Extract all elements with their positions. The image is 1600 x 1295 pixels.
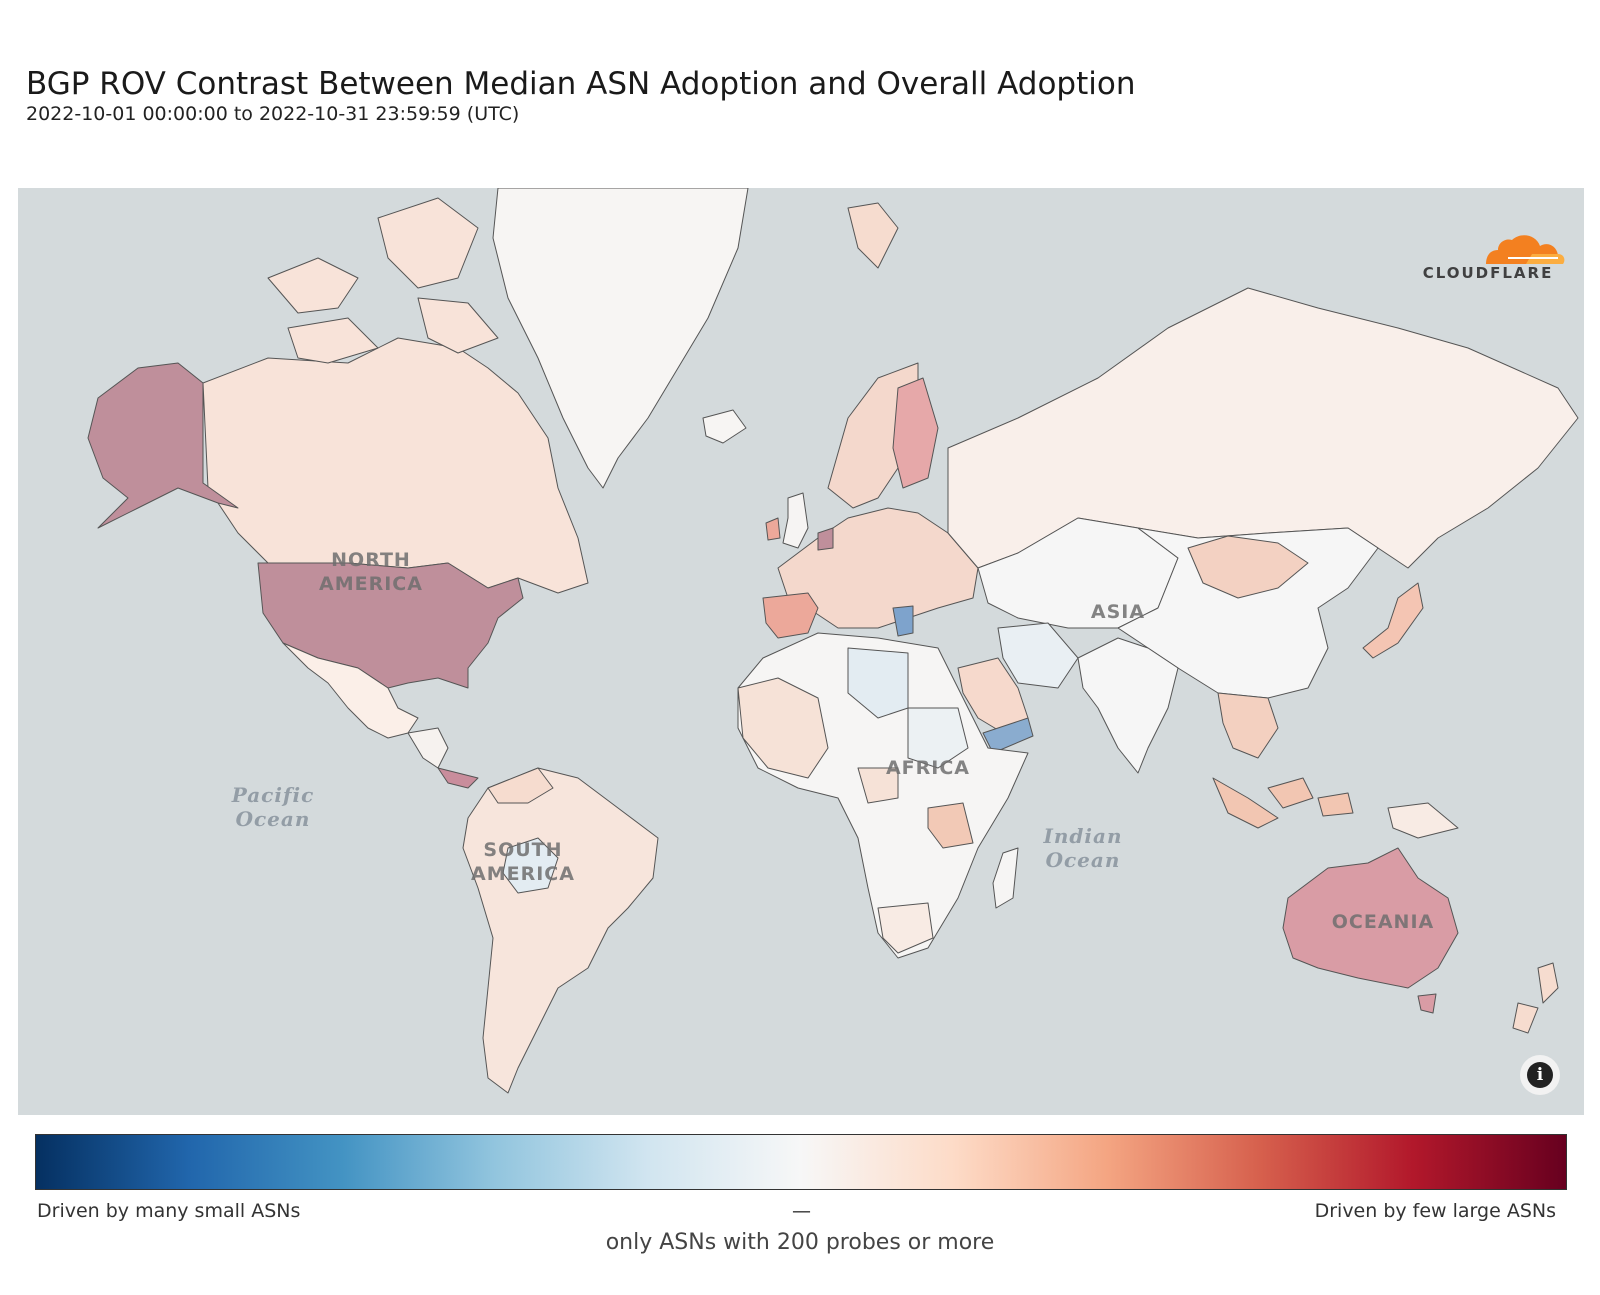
region-label-africa: AFRICA bbox=[885, 757, 971, 779]
region-uk[interactable] bbox=[782, 492, 809, 549]
region-venezuela[interactable] bbox=[487, 767, 554, 804]
legend-mid-label: — bbox=[792, 1200, 811, 1222]
region-bolivia[interactable] bbox=[502, 837, 559, 894]
region-west-africa[interactable] bbox=[737, 677, 899, 804]
region-netherlands[interactable] bbox=[817, 527, 834, 551]
region-southeast-asia[interactable] bbox=[1217, 692, 1279, 759]
region-india[interactable] bbox=[1077, 637, 1179, 774]
color-scale-bar bbox=[35, 1134, 1567, 1190]
region-finland[interactable] bbox=[892, 377, 939, 489]
cloudflare-logo: CLOUDFLARE bbox=[1408, 228, 1568, 288]
region-new-guinea[interactable] bbox=[1387, 802, 1459, 839]
region-tanzania[interactable] bbox=[927, 802, 974, 849]
region-canada-arctic[interactable] bbox=[267, 197, 499, 364]
cloud-icon bbox=[1486, 235, 1565, 264]
region-mongolia[interactable] bbox=[1187, 535, 1309, 599]
region-indonesia[interactable] bbox=[1212, 777, 1354, 829]
region-tasmania[interactable] bbox=[1417, 993, 1437, 1014]
region-russia[interactable] bbox=[947, 287, 1579, 569]
region-iran[interactable] bbox=[997, 622, 1079, 689]
region-label-north-america: NORTH AMERICA bbox=[319, 549, 423, 595]
region-south-america[interactable] bbox=[462, 767, 659, 1094]
region-svalbard[interactable] bbox=[847, 202, 899, 269]
region-japan[interactable] bbox=[1362, 582, 1424, 659]
region-greenland[interactable] bbox=[492, 188, 749, 489]
region-central-america[interactable] bbox=[407, 727, 449, 769]
cloudflare-logo-text: CLOUDFLARE bbox=[1422, 264, 1554, 282]
region-greece[interactable] bbox=[892, 605, 914, 637]
region-madagascar[interactable] bbox=[992, 847, 1019, 909]
legend-right-label: Driven by few large ASNs bbox=[1314, 1200, 1556, 1222]
info-button[interactable]: i bbox=[1520, 1055, 1560, 1095]
legend-left-label: Driven by many small ASNs bbox=[37, 1200, 301, 1222]
region-sudan[interactable] bbox=[907, 707, 969, 769]
region-label-oceania: OCEANIA bbox=[1331, 911, 1435, 933]
ocean-label-indian: Indian Ocean bbox=[1043, 824, 1123, 872]
region-ireland[interactable] bbox=[765, 517, 781, 541]
region-spain[interactable] bbox=[762, 592, 819, 639]
region-alaska[interactable] bbox=[87, 362, 239, 529]
chart-title: BGP ROV Contrast Between Median ASN Adop… bbox=[26, 66, 1136, 102]
region-china[interactable] bbox=[1117, 527, 1379, 699]
region-label-asia: ASIA bbox=[1090, 601, 1146, 623]
region-libya[interactable] bbox=[847, 647, 909, 719]
region-yemen[interactable] bbox=[982, 717, 1034, 754]
region-costa-rica-panama[interactable] bbox=[437, 767, 479, 789]
date-range-subtitle: 2022-10-01 00:00:00 to 2022-10-31 23:59:… bbox=[26, 103, 520, 125]
ocean-label-pacific: Pacific Ocean bbox=[231, 783, 315, 831]
info-icon: i bbox=[1527, 1062, 1553, 1088]
map-svg bbox=[87, 188, 1579, 1094]
region-iceland[interactable] bbox=[702, 409, 747, 444]
region-new-zealand[interactable] bbox=[1512, 962, 1559, 1034]
region-australia[interactable] bbox=[1282, 847, 1459, 989]
footnote: only ASNs with 200 probes or more bbox=[605, 1230, 995, 1255]
region-south-africa[interactable] bbox=[877, 902, 934, 954]
region-label-south-america: SOUTH AMERICA bbox=[471, 839, 575, 885]
choropleth-map[interactable]: NORTH AMERICA SOUTH AMERICA AFRICA ASIA … bbox=[18, 188, 1584, 1115]
